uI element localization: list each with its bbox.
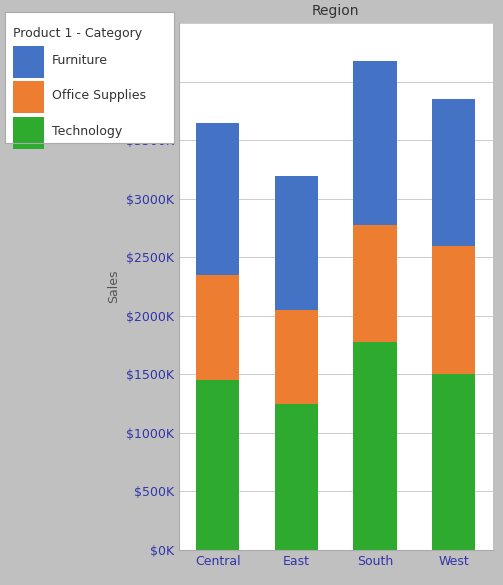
Bar: [275, 176, 318, 310]
Bar: [14, 117, 44, 149]
Bar: [432, 374, 475, 550]
Bar: [432, 246, 475, 374]
Text: Office Supplies: Office Supplies: [52, 90, 146, 102]
Bar: [275, 310, 318, 404]
Bar: [196, 380, 239, 550]
Bar: [354, 342, 397, 550]
Bar: [354, 225, 397, 342]
Bar: [275, 404, 318, 550]
Title: Region: Region: [312, 4, 360, 18]
Text: Technology: Technology: [52, 125, 122, 138]
Text: Furniture: Furniture: [52, 54, 108, 67]
Bar: [196, 123, 239, 275]
Bar: [196, 275, 239, 380]
Bar: [14, 46, 44, 78]
Y-axis label: Sales: Sales: [107, 270, 120, 304]
Text: Product 1 - Category: Product 1 - Category: [14, 27, 142, 40]
Bar: [14, 81, 44, 113]
Bar: [354, 61, 397, 225]
Bar: [432, 99, 475, 246]
